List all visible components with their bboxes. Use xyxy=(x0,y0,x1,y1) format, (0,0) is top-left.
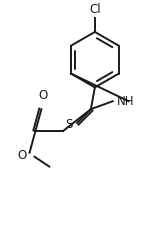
Text: NH: NH xyxy=(117,95,134,108)
Text: S: S xyxy=(65,119,73,131)
Text: O: O xyxy=(39,89,48,102)
Text: O: O xyxy=(17,149,26,162)
Text: Cl: Cl xyxy=(89,3,101,16)
